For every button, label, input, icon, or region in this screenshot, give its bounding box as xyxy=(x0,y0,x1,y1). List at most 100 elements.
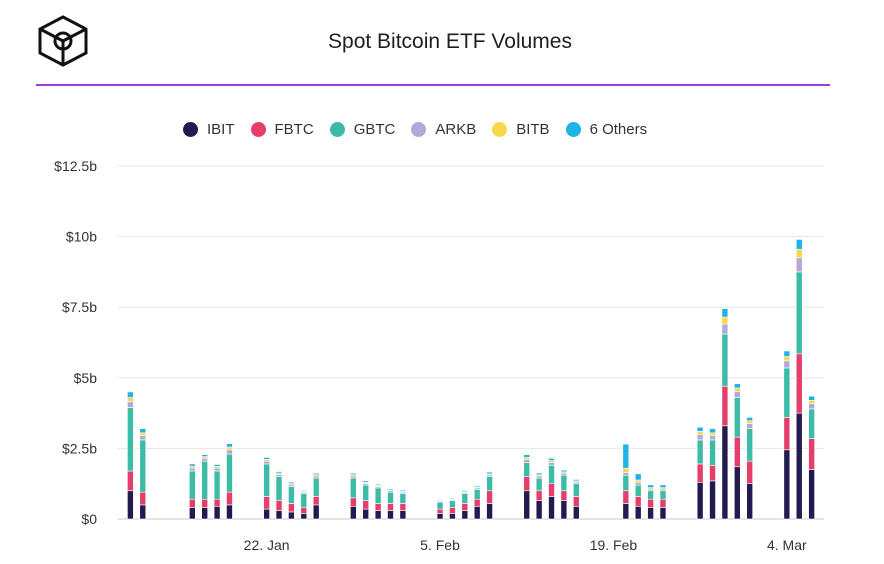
bar-segment[interactable] xyxy=(263,463,270,497)
bar-segment[interactable] xyxy=(275,500,283,511)
bar-segment[interactable] xyxy=(721,425,729,520)
bar-segment[interactable] xyxy=(300,493,308,509)
bar-segment[interactable] xyxy=(362,500,370,510)
bar-segment[interactable] xyxy=(560,490,568,501)
bar-segment[interactable] xyxy=(300,507,308,514)
bar-segment[interactable] xyxy=(808,403,815,410)
bar-segment[interactable] xyxy=(275,510,283,520)
bar-segment[interactable] xyxy=(127,391,134,398)
bar-segment[interactable] xyxy=(127,401,134,408)
bar-segment[interactable] xyxy=(473,485,481,488)
bar-segment[interactable] xyxy=(572,496,580,507)
bar-segment[interactable] xyxy=(399,503,407,511)
bar-segment[interactable] xyxy=(449,513,456,520)
bar-segment[interactable] xyxy=(560,469,568,473)
bar-segment[interactable] xyxy=(362,484,370,501)
bar-segment[interactable] xyxy=(622,474,630,492)
bar-segment[interactable] xyxy=(139,428,147,434)
bar-segment[interactable] xyxy=(226,449,233,455)
bar-segment[interactable] xyxy=(709,428,716,434)
bar-segment[interactable] xyxy=(213,505,221,520)
bar-segment[interactable] xyxy=(288,486,295,504)
bar-segment[interactable] xyxy=(622,472,630,476)
bar-segment[interactable] xyxy=(659,507,667,520)
bar-segment[interactable] xyxy=(795,412,803,520)
bar-segment[interactable] xyxy=(733,466,741,520)
bar-segment[interactable] xyxy=(783,449,791,520)
legend-item[interactable]: 6 Others xyxy=(565,121,647,138)
bar-segment[interactable] xyxy=(461,490,469,492)
legend-item[interactable]: IBIT xyxy=(183,121,235,138)
bar-segment[interactable] xyxy=(535,500,543,520)
bar-segment[interactable] xyxy=(436,499,444,501)
bar-segment[interactable] xyxy=(312,504,320,520)
bar-segment[interactable] xyxy=(733,436,741,468)
bar-segment[interactable] xyxy=(746,423,753,429)
bar-segment[interactable] xyxy=(795,257,803,273)
bar-segment[interactable] xyxy=(721,323,729,335)
bar-segment[interactable] xyxy=(535,490,543,501)
bar-segment[interactable] xyxy=(523,462,531,477)
bar-segment[interactable] xyxy=(548,496,555,520)
bar-segment[interactable] xyxy=(127,470,134,492)
bar-segment[interactable] xyxy=(473,505,481,520)
bar-segment[interactable] xyxy=(399,510,407,520)
bar-segment[interactable] xyxy=(436,501,444,510)
legend-item[interactable]: GBTC xyxy=(329,121,395,138)
bar-segment[interactable] xyxy=(263,496,270,510)
bar-segment[interactable] xyxy=(201,457,209,462)
bar-segment[interactable] xyxy=(783,417,791,451)
bar-segment[interactable] xyxy=(523,459,531,463)
bar-segment[interactable] xyxy=(808,438,815,470)
bar-segment[interactable] xyxy=(312,496,320,506)
bar-segment[interactable] xyxy=(622,503,630,520)
legend-item[interactable]: FBTC xyxy=(250,121,314,138)
bar-segment[interactable] xyxy=(659,490,667,500)
bar-segment[interactable] xyxy=(733,387,741,392)
bar-segment[interactable] xyxy=(312,472,320,475)
bar-segment[interactable] xyxy=(461,510,469,520)
bar-segment[interactable] xyxy=(201,507,209,520)
bar-segment[interactable] xyxy=(808,408,815,439)
bar-segment[interactable] xyxy=(213,498,221,507)
bar-segment[interactable] xyxy=(783,360,791,369)
bar-segment[interactable] xyxy=(746,460,753,485)
bar-segment[interactable] xyxy=(733,397,741,438)
bar-segment[interactable] xyxy=(634,505,642,520)
bar-segment[interactable] xyxy=(523,454,531,458)
bar-segment[interactable] xyxy=(127,490,134,520)
bar-segment[interactable] xyxy=(275,476,283,501)
bar-segment[interactable] xyxy=(709,439,716,466)
bar-segment[interactable] xyxy=(523,457,531,460)
bar-segment[interactable] xyxy=(721,316,729,325)
bar-segment[interactable] xyxy=(374,483,382,486)
bar-segment[interactable] xyxy=(746,428,753,462)
bar-segment[interactable] xyxy=(795,249,803,259)
bar-segment[interactable] xyxy=(312,477,320,497)
bar-segment[interactable] xyxy=(560,474,568,492)
bar-segment[interactable] xyxy=(201,454,209,457)
bar-segment[interactable] xyxy=(362,508,370,520)
legend-item[interactable]: BITB xyxy=(492,121,550,138)
bar-segment[interactable] xyxy=(300,490,308,492)
bar-segment[interactable] xyxy=(288,511,295,520)
bar-segment[interactable] xyxy=(634,479,642,483)
bar-segment[interactable] xyxy=(288,481,295,484)
bar-segment[interactable] xyxy=(449,500,456,509)
bar-segment[interactable] xyxy=(263,508,270,520)
bar-segment[interactable] xyxy=(374,487,382,504)
bar-segment[interactable] xyxy=(709,480,716,520)
bar-segment[interactable] xyxy=(709,465,716,482)
bar-segment[interactable] xyxy=(622,467,630,473)
bar-segment[interactable] xyxy=(362,480,370,483)
bar-segment[interactable] xyxy=(696,481,704,520)
bar-segment[interactable] xyxy=(795,271,803,355)
bar-segment[interactable] xyxy=(572,483,580,497)
bar-segment[interactable] xyxy=(189,507,196,520)
bar-segment[interactable] xyxy=(399,489,407,492)
bar-segment[interactable] xyxy=(535,472,543,475)
bar-segment[interactable] xyxy=(709,435,716,441)
bar-segment[interactable] xyxy=(449,507,456,514)
bar-segment[interactable] xyxy=(139,432,147,436)
bar-segment[interactable] xyxy=(473,498,481,507)
